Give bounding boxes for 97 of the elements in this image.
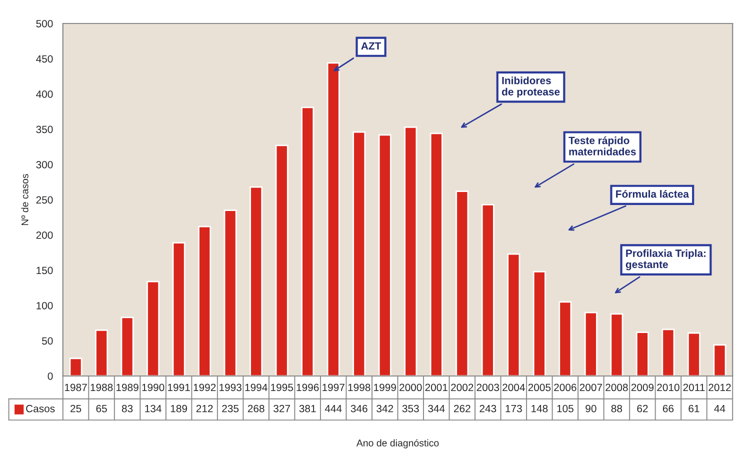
y-tick-label: 150 <box>36 266 53 274</box>
data-label: 327 <box>274 404 290 412</box>
data-label: 66 <box>662 404 674 412</box>
annotation: Teste rápido maternidades <box>568 136 636 156</box>
data-label: 243 <box>480 404 496 412</box>
bar <box>507 253 520 376</box>
bar <box>456 190 469 376</box>
data-label: 346 <box>350 404 368 412</box>
data-label: 90 <box>586 404 596 412</box>
x-tick-label: 1994 <box>245 384 268 392</box>
y-tick-label: 50 <box>42 337 53 345</box>
x-tick-label: 1997 <box>322 384 344 392</box>
bar <box>120 316 134 376</box>
x-tick-label: 2007 <box>580 384 602 392</box>
x-tick-label: 2003 <box>476 384 500 392</box>
data-label: 381 <box>299 404 316 412</box>
y-tick-label: 0 <box>48 372 53 380</box>
x-tick-label: 2011 <box>683 384 705 392</box>
data-label: 212 <box>196 404 213 412</box>
legend-label: Casos <box>26 404 55 412</box>
bar <box>558 301 572 376</box>
bar <box>481 204 494 376</box>
x-tick-label: 1990 <box>142 384 164 392</box>
x-tick-label: 2001 <box>425 384 448 392</box>
data-label: 134 <box>145 404 162 412</box>
x-tick-label: 1992 <box>194 384 216 392</box>
y-tick-label: 250 <box>36 196 53 204</box>
y-tick-label: 350 <box>36 126 53 134</box>
x-tick-label: 1999 <box>374 384 396 392</box>
bar <box>172 242 186 376</box>
bar <box>224 210 237 376</box>
bar <box>430 132 443 376</box>
annotation: Inibidores de protease <box>502 76 560 98</box>
y-tick-label: 450 <box>36 55 53 63</box>
x-tick-label: 2006 <box>554 384 576 392</box>
bar <box>584 312 598 376</box>
x-tick-label: 2002 <box>451 384 474 392</box>
x-tick-label: 1998 <box>348 384 370 392</box>
y-tick-label: 400 <box>36 90 53 98</box>
bar <box>275 144 288 376</box>
data-label: 262 <box>454 404 470 412</box>
bar <box>378 134 392 376</box>
data-label: 65 <box>96 404 107 412</box>
y-tick-label: 500 <box>36 20 53 28</box>
x-tick-label: 1988 <box>90 384 113 392</box>
x-tick-label: 2012 <box>708 384 731 392</box>
bar <box>326 62 340 376</box>
x-axis-title: Ano de diagnóstico <box>356 439 439 448</box>
bar <box>69 358 82 376</box>
data-label: 268 <box>248 404 264 412</box>
bar <box>250 186 263 376</box>
bar <box>687 332 700 376</box>
data-label: 25 <box>70 404 82 412</box>
x-tick-label: 2005 <box>528 384 551 392</box>
bar <box>146 280 160 376</box>
data-label: 444 <box>324 405 342 412</box>
bar <box>301 106 314 376</box>
y-tick-label: 200 <box>36 232 53 239</box>
data-label: 189 <box>170 404 188 412</box>
data-label: 61 <box>688 404 700 412</box>
y-axis-title: Nº de casos <box>21 174 28 226</box>
x-tick-label: 1987 <box>64 384 87 392</box>
data-label: 105 <box>557 404 574 412</box>
y-tick-label: 300 <box>36 161 53 168</box>
x-tick-label: 1995 <box>271 384 293 392</box>
y-tick-label: 100 <box>36 302 53 310</box>
x-tick-label: 1991 <box>168 384 190 392</box>
data-label: 148 <box>532 404 548 412</box>
bar <box>404 126 418 376</box>
data-label: 342 <box>376 404 394 412</box>
annotation: Fórmula láctea <box>616 190 689 198</box>
x-tick-label: 2008 <box>606 384 628 392</box>
data-label: 83 <box>122 404 133 412</box>
bar <box>198 226 212 376</box>
bar <box>610 313 624 376</box>
x-tick-label: 2010 <box>657 384 680 392</box>
data-label: 44 <box>714 405 726 412</box>
bar <box>636 332 649 376</box>
x-tick-label: 2009 <box>631 384 654 392</box>
data-label: 235 <box>222 404 239 412</box>
bar <box>532 270 546 376</box>
x-tick-label: 1993 <box>220 384 242 392</box>
bar <box>713 344 726 376</box>
bar <box>352 131 366 376</box>
data-label: 173 <box>506 404 522 412</box>
x-tick-label: 2000 <box>400 384 422 392</box>
x-tick-label: 2004 <box>502 384 525 392</box>
data-label: 353 <box>402 404 419 412</box>
x-tick-label: 1989 <box>116 384 138 392</box>
data-label: 344 <box>428 404 445 412</box>
x-tick-label: 1996 <box>296 384 319 392</box>
bar <box>95 329 108 376</box>
annotation: Profilaxia Tripla: gestante <box>626 249 706 270</box>
annotation: AZT <box>361 42 382 50</box>
bar <box>662 328 675 376</box>
data-label: 62 <box>637 404 648 412</box>
data-label: 88 <box>611 404 622 412</box>
